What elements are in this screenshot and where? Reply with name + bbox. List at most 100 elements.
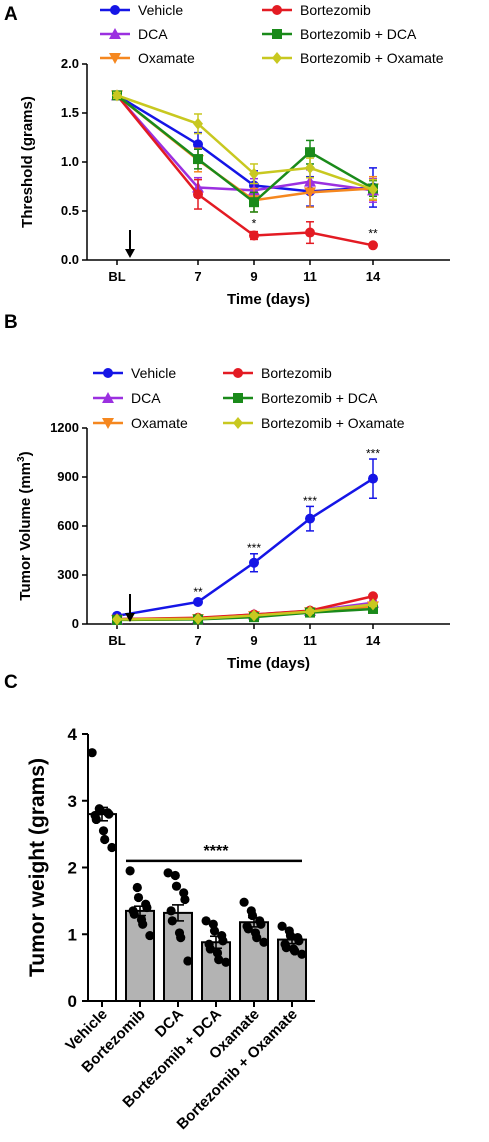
data-point	[176, 932, 186, 943]
x-axis-title: Time (days)	[227, 291, 310, 308]
y-tick-label: 0.5	[61, 203, 79, 218]
data-point	[277, 921, 287, 931]
data-point	[193, 139, 203, 150]
y-tick-label: 1200	[50, 420, 79, 435]
data-point	[129, 909, 139, 919]
legend-label: Vehicle	[131, 365, 176, 381]
data-point	[368, 473, 378, 484]
legend-label: Bortezomib + DCA	[300, 26, 417, 42]
x-tick-label: 7	[194, 269, 201, 284]
legend-marker	[233, 393, 243, 403]
legend-marker	[110, 5, 120, 15]
data-point	[290, 946, 300, 956]
series-line	[116, 477, 374, 618]
legend-label: DCA	[131, 390, 161, 406]
y-tick-label: 600	[57, 518, 79, 533]
treatment-arrow-head	[125, 613, 135, 622]
legend-item-bortezomib: Bortezomib	[262, 2, 371, 18]
data-point	[218, 936, 228, 946]
data-point	[209, 926, 220, 936]
legend-marker	[103, 368, 113, 378]
legend-marker	[233, 417, 243, 429]
data-point	[100, 834, 110, 845]
data-point	[193, 596, 203, 607]
data-point	[193, 154, 203, 165]
legend-marker	[272, 29, 282, 39]
data-point	[305, 513, 315, 524]
legend-item-dca: DCA	[93, 390, 161, 406]
data-point	[163, 868, 173, 878]
legend-item-oxamate: Oxamate	[93, 415, 188, 431]
data-point	[281, 943, 291, 953]
significance-annotation: ***	[366, 446, 380, 460]
y-tick-label: 300	[57, 567, 79, 582]
treatment-arrow-head	[125, 249, 135, 258]
legend-item-oxamate: Oxamate	[100, 50, 195, 66]
panel-a-threshold-chart: 0.0 0.5 1.0 1.5 2.0 BL 7 9 11 14 Time (days) Thresh…	[19, 2, 450, 308]
y-tick-label: 900	[57, 469, 79, 484]
series-bortezomib-oxamate	[112, 598, 378, 626]
y-tick-label: 1	[68, 925, 77, 944]
x-tick-label: BL	[108, 269, 125, 284]
y-tick-label: 0	[68, 992, 77, 1011]
significance-label: ****	[204, 843, 230, 860]
data-point	[249, 609, 259, 622]
y-tick-label: 4	[68, 725, 78, 744]
y-tick-label: 2	[68, 859, 77, 878]
data-point	[142, 902, 152, 913]
legend-marker	[272, 52, 282, 64]
legend-label: Bortezomib	[261, 365, 332, 381]
data-point	[104, 809, 114, 819]
legend-marker	[102, 392, 114, 403]
legend-label: Bortezomib + DCA	[261, 390, 378, 406]
data-point	[170, 870, 180, 881]
data-point	[368, 591, 378, 602]
x-tick-label: BL	[108, 633, 125, 648]
data-point	[252, 932, 262, 943]
data-point	[193, 612, 203, 625]
significance-annotation: **	[368, 226, 378, 240]
data-point	[201, 916, 211, 926]
data-point	[221, 957, 231, 967]
legend-label: Bortezomib + Oxamate	[261, 415, 405, 431]
legend-label: DCA	[138, 26, 168, 42]
legend-marker	[109, 28, 121, 39]
significance-annotation: **	[193, 585, 203, 599]
data-point	[145, 930, 155, 941]
legend-item-bortezomib: Bortezomib	[223, 365, 332, 381]
y-tick-label: 3	[68, 792, 77, 811]
data-point	[249, 557, 259, 568]
data-point	[112, 89, 122, 102]
data-point	[305, 605, 315, 618]
data-point	[305, 227, 315, 238]
x-tick-label: 9	[250, 633, 257, 648]
legend-marker	[109, 53, 121, 64]
x-tick-label: 9	[250, 269, 257, 284]
legend-item-vehicle: Vehicle	[93, 365, 176, 381]
y-tick-label: 0	[72, 616, 79, 631]
data-point	[125, 866, 135, 876]
y-axis-title: Tumor weight (grams)	[26, 758, 49, 977]
series-vehicle	[112, 458, 378, 621]
x-axis-title: Time (days)	[227, 655, 310, 672]
series-bortezomib	[112, 90, 378, 251]
x-tick-label: 11	[303, 633, 317, 648]
data-point	[259, 937, 269, 947]
data-point	[193, 117, 203, 130]
legend-label: Bortezomib + Oxamate	[300, 50, 444, 66]
legend-label: Oxamate	[138, 50, 195, 66]
legend-item-bortezomib-oxamate: Bortezomib + Oxamate	[262, 50, 444, 66]
data-point	[98, 826, 109, 836]
data-point	[249, 197, 259, 208]
panel-label-c: C	[4, 672, 18, 693]
y-axis-title: Tumor Volume (mm3)	[16, 451, 34, 600]
data-point	[133, 892, 144, 903]
data-point	[305, 147, 315, 158]
data-point	[132, 882, 142, 893]
data-point	[214, 955, 224, 965]
y-tick-label: 2.0	[61, 56, 79, 71]
x-tick-label: 11	[303, 269, 317, 284]
data-point	[112, 613, 122, 626]
series-bortezomib-oxamate	[112, 89, 378, 200]
significance-annotation: ***	[247, 541, 261, 555]
